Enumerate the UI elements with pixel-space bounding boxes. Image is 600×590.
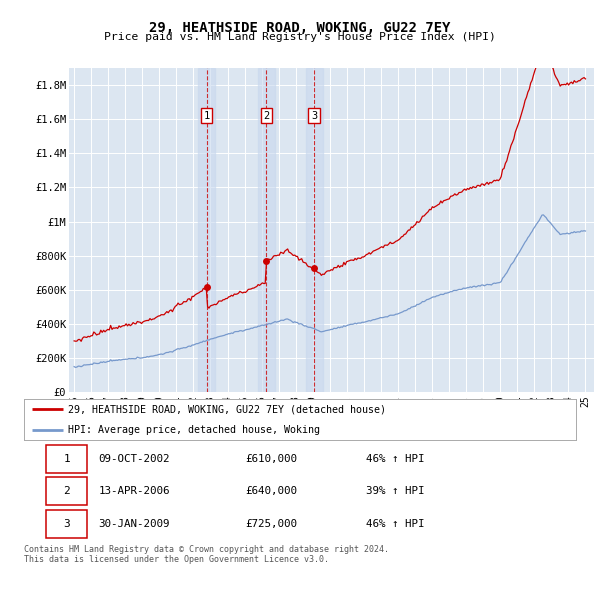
FancyBboxPatch shape xyxy=(46,510,88,537)
Text: £610,000: £610,000 xyxy=(245,454,297,464)
Text: 3: 3 xyxy=(64,519,70,529)
Text: 46% ↑ HPI: 46% ↑ HPI xyxy=(366,519,425,529)
FancyBboxPatch shape xyxy=(46,445,88,473)
Text: £640,000: £640,000 xyxy=(245,486,297,496)
Text: 30-JAN-2009: 30-JAN-2009 xyxy=(98,519,170,529)
Text: 2: 2 xyxy=(64,486,70,496)
Text: £725,000: £725,000 xyxy=(245,519,297,529)
Bar xyxy=(198,68,215,392)
Text: HPI: Average price, detached house, Woking: HPI: Average price, detached house, Woki… xyxy=(68,425,320,434)
Text: Price paid vs. HM Land Registry's House Price Index (HPI): Price paid vs. HM Land Registry's House … xyxy=(104,32,496,42)
Text: 46% ↑ HPI: 46% ↑ HPI xyxy=(366,454,425,464)
FancyBboxPatch shape xyxy=(46,477,88,505)
Text: 1: 1 xyxy=(203,111,209,121)
Text: Contains HM Land Registry data © Crown copyright and database right 2024.
This d: Contains HM Land Registry data © Crown c… xyxy=(24,545,389,564)
Text: 2: 2 xyxy=(263,111,269,121)
Bar xyxy=(305,68,323,392)
Text: 29, HEATHSIDE ROAD, WOKING, GU22 7EY (detached house): 29, HEATHSIDE ROAD, WOKING, GU22 7EY (de… xyxy=(68,405,386,414)
Bar xyxy=(258,68,275,392)
Text: 13-APR-2006: 13-APR-2006 xyxy=(98,486,170,496)
Text: 3: 3 xyxy=(311,111,317,121)
Text: 09-OCT-2002: 09-OCT-2002 xyxy=(98,454,170,464)
Text: 39% ↑ HPI: 39% ↑ HPI xyxy=(366,486,425,496)
Text: 29, HEATHSIDE ROAD, WOKING, GU22 7EY: 29, HEATHSIDE ROAD, WOKING, GU22 7EY xyxy=(149,21,451,35)
Text: 1: 1 xyxy=(64,454,70,464)
